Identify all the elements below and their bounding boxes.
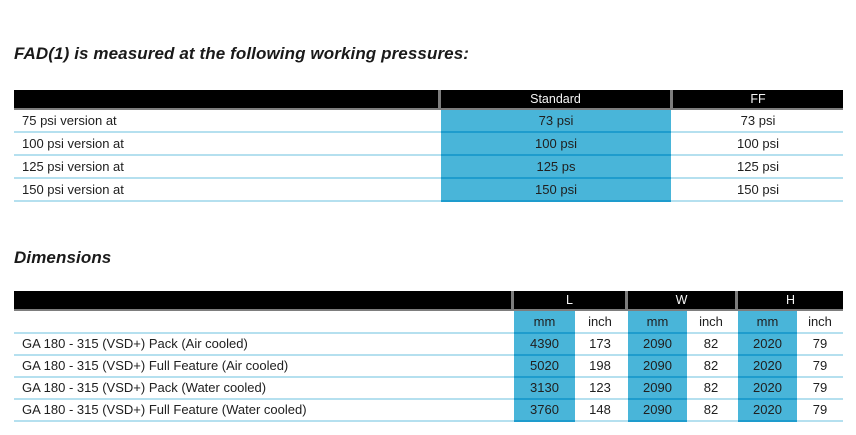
value-w-mm: 2090	[628, 356, 687, 378]
dimensions-row-fullfeature-air: GA 180 - 315 (VSD+) Full Feature (Air co…	[14, 356, 843, 378]
pressure-section-title: FAD(1) is measured at the following work…	[14, 44, 470, 63]
dimensions-section-title: Dimensions	[14, 248, 112, 267]
dimensions-header-empty-cell	[14, 291, 511, 309]
dimensions-row-label: GA 180 - 315 (VSD+) Pack (Water cooled)	[22, 380, 267, 395]
dimensions-row-pack-air: GA 180 - 315 (VSD+) Pack (Air cooled) 43…	[14, 334, 843, 356]
value-w-mm: 2090	[628, 400, 687, 422]
pressure-header-empty-cell	[14, 90, 438, 108]
pressure-ff-value: 73 psi	[740, 113, 776, 128]
header-separator	[438, 90, 441, 108]
value-h-mm: 2020	[738, 356, 797, 378]
value-h-inch: 79	[812, 358, 828, 373]
dimensions-units-row: mm inch mm inch mm inch	[14, 311, 843, 334]
dimensions-table-header-row: L W H	[14, 291, 843, 311]
pressure-row-75psi: 75 psi version at 73 psi 73 psi	[14, 110, 843, 133]
dimensions-row-pack-water: GA 180 - 315 (VSD+) Pack (Water cooled) …	[14, 378, 843, 400]
value-w-mm: 2090	[628, 378, 687, 400]
value-h-mm: 2020	[738, 378, 797, 400]
dimensions-header-width: W	[628, 291, 735, 309]
value-l-mm: 5020	[514, 356, 575, 378]
dimensions-row-fullfeature-water: GA 180 - 315 (VSD+) Full Feature (Water …	[14, 400, 843, 422]
unit-cell-h-mm: mm	[738, 311, 797, 334]
unit-cell-w-inch: inch	[699, 314, 723, 329]
pressure-standard-value: 100 psi	[441, 133, 671, 156]
value-l-mm: 3130	[514, 378, 575, 400]
unit-cell-h-inch: inch	[808, 314, 832, 329]
value-h-mm: 2020	[738, 334, 797, 356]
value-l-inch: 148	[589, 402, 611, 417]
header-separator	[735, 291, 738, 309]
pressure-standard-value: 73 psi	[441, 110, 671, 133]
value-h-inch: 79	[812, 380, 828, 395]
unit-cell-l-mm: mm	[514, 311, 575, 334]
pressure-ff-value: 125 psi	[737, 159, 779, 174]
value-w-inch: 82	[703, 402, 719, 417]
value-l-mm: 3760	[514, 400, 575, 422]
dimensions-row-label: GA 180 - 315 (VSD+) Full Feature (Air co…	[22, 358, 289, 373]
unit-cell-l-inch: inch	[588, 314, 612, 329]
value-h-mm: 2020	[738, 400, 797, 422]
pressure-header-standard: Standard	[441, 90, 670, 108]
dimensions-row-label: GA 180 - 315 (VSD+) Pack (Air cooled)	[22, 336, 248, 351]
pressure-row-125psi: 125 psi version at 125 ps 125 psi	[14, 156, 843, 179]
pressure-ff-value: 100 psi	[737, 136, 779, 151]
dimensions-table: L W H mm inch mm inch mm inch GA 180 - 3…	[14, 291, 843, 422]
pressure-row-150psi: 150 psi version at 150 psi 150 psi	[14, 179, 843, 202]
value-l-inch: 173	[589, 336, 611, 351]
value-w-mm: 2090	[628, 334, 687, 356]
pressure-header-ff: FF	[673, 90, 843, 108]
pressure-row-label: 150 psi version at	[22, 182, 124, 197]
header-separator	[511, 291, 514, 309]
value-w-inch: 82	[703, 380, 719, 395]
value-w-inch: 82	[703, 336, 719, 351]
value-l-inch: 123	[589, 380, 611, 395]
dimensions-row-label: GA 180 - 315 (VSD+) Full Feature (Water …	[22, 402, 307, 417]
pressure-table-header-row: Standard FF	[14, 90, 843, 110]
unit-cell-w-mm: mm	[628, 311, 687, 334]
value-l-inch: 198	[589, 358, 611, 373]
dimensions-header-length: L	[514, 291, 625, 309]
pressure-row-label: 75 psi version at	[22, 113, 117, 128]
value-w-inch: 82	[703, 358, 719, 373]
pressure-table: Standard FF 75 psi version at 73 psi 73 …	[14, 90, 843, 202]
pressure-row-label: 100 psi version at	[22, 136, 124, 151]
value-h-inch: 79	[812, 402, 828, 417]
pressure-ff-value: 150 psi	[737, 182, 779, 197]
value-l-mm: 4390	[514, 334, 575, 356]
header-separator	[670, 90, 673, 108]
pressure-row-label: 125 psi version at	[22, 159, 124, 174]
header-separator	[625, 291, 628, 309]
pressure-row-100psi: 100 psi version at 100 psi 100 psi	[14, 133, 843, 156]
pressure-standard-value: 125 ps	[441, 156, 671, 179]
dimensions-header-height: H	[738, 291, 843, 309]
value-h-inch: 79	[812, 336, 828, 351]
pressure-standard-value: 150 psi	[441, 179, 671, 202]
